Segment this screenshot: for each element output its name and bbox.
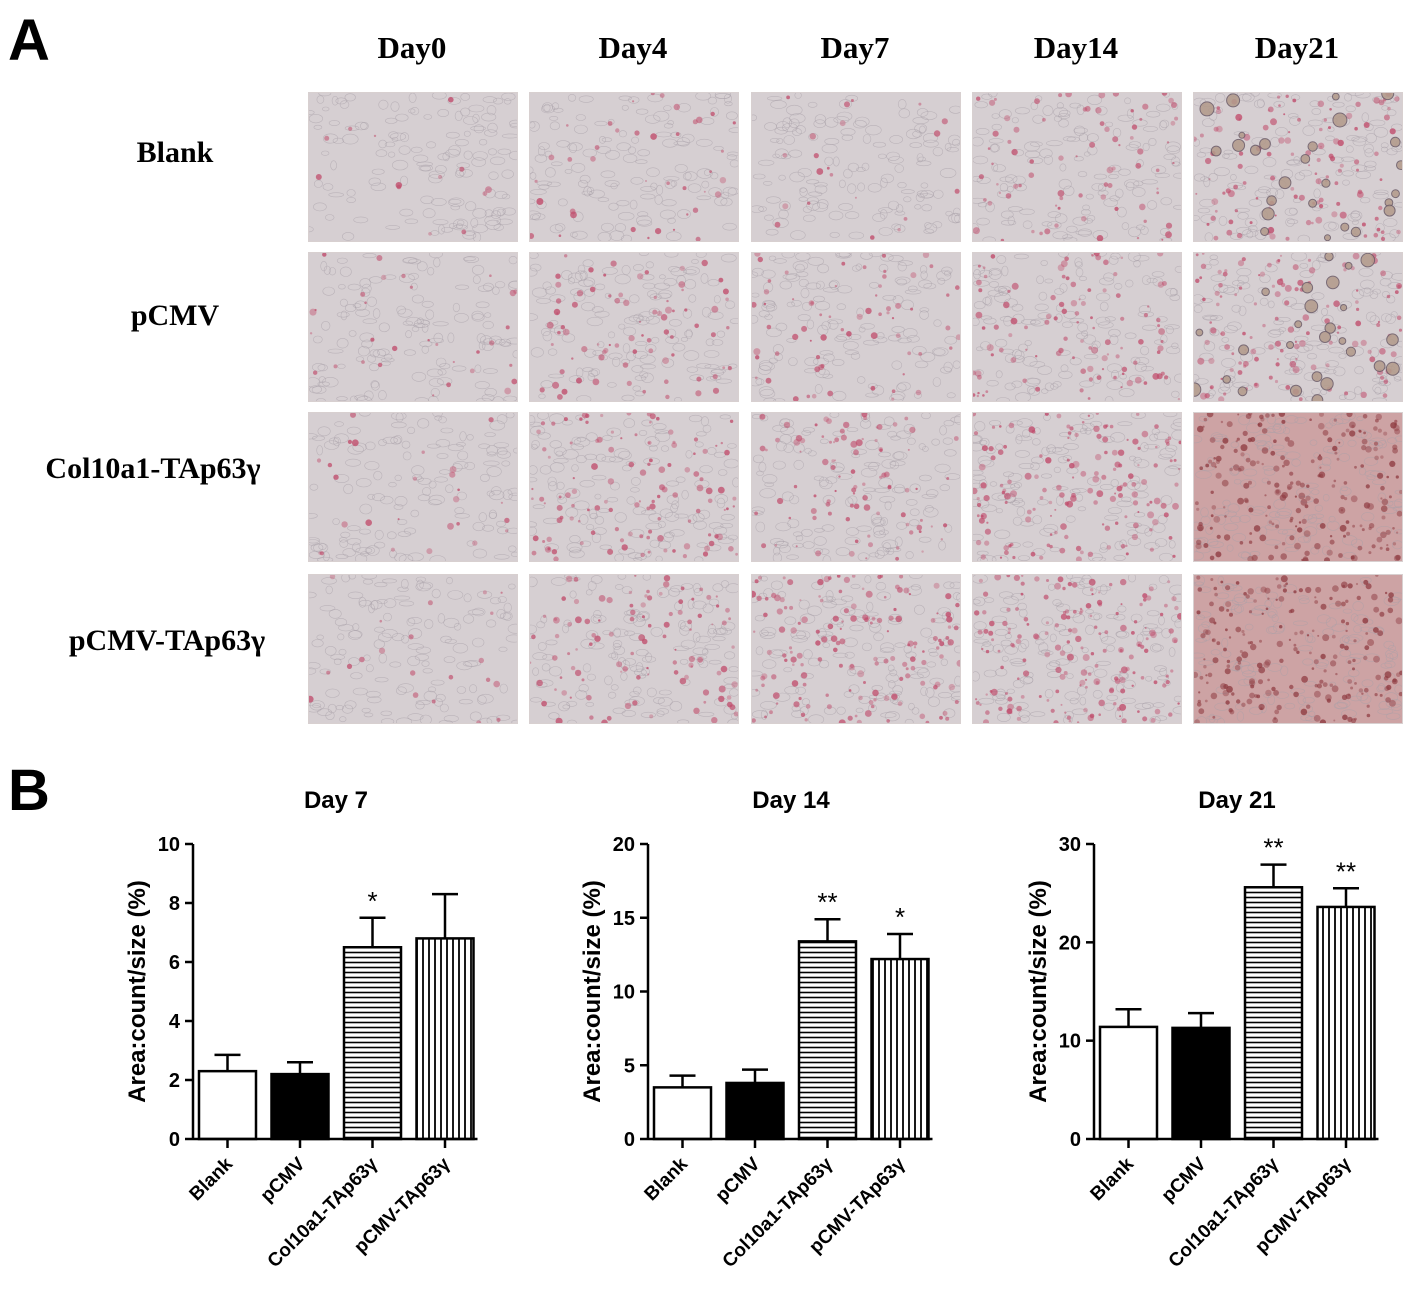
- panel-a-letter: A: [8, 8, 50, 73]
- chart-2-bar-pcmv-tap63-: [870, 957, 930, 1141]
- chart-2-ytick-label-3: 15: [613, 908, 635, 930]
- micrograph-blank-day0: [308, 92, 518, 242]
- chart-2-title: Day 14: [752, 787, 830, 814]
- chart-1-xtick-label-pcmv: pCMV: [257, 1153, 310, 1206]
- column-label-day21: Day21: [1254, 30, 1340, 65]
- chart-2-bar-col10a1-tap63-: [797, 940, 858, 1141]
- micrograph-pcmv-day7: [751, 252, 961, 402]
- chart-1-ytick-label-0: 0: [169, 1129, 180, 1151]
- chart-2-ytick-label-1: 5: [624, 1055, 635, 1077]
- column-label-day4: Day4: [598, 30, 668, 65]
- chart-3-bar-blank: [1098, 1025, 1159, 1141]
- chart-1-bar-pcmv: [270, 1072, 330, 1141]
- micrograph-col10a1-tap63--day21: [1193, 412, 1403, 562]
- chart-3-xtick-label-blank: Blank: [1087, 1153, 1139, 1205]
- column-label-day7: Day7: [820, 30, 890, 65]
- chart-1-bar-pcmv-tap63-: [415, 937, 475, 1141]
- micrograph-pcmv-tap63--day0: [308, 574, 518, 724]
- micrograph-pcmv-day0: [308, 252, 518, 402]
- micrograph-col10a1-tap63--day4: [529, 412, 739, 562]
- chart-3-ytick-label-0: 0: [1070, 1129, 1081, 1151]
- chart-3-significance-col10a1-tap63-: **: [1263, 833, 1283, 863]
- chart-3-ytick-label-3: 30: [1059, 834, 1081, 856]
- chart-1-ytick-label-2: 4: [169, 1011, 181, 1033]
- chart-3-bar-pcmv-tap63-: [1316, 905, 1376, 1141]
- chart-1-bar-col10a1-tap63-: [342, 946, 403, 1141]
- row-label-blank: Blank: [136, 136, 214, 169]
- chart-2-ytick-label-4: 20: [613, 834, 635, 856]
- chart-2-ytick-label-2: 10: [613, 982, 635, 1004]
- micrograph-blank-day14: [972, 92, 1182, 242]
- chart-3-ylabel: Area:count/size (%): [1025, 880, 1052, 1103]
- micrograph-blank-day7: [751, 92, 961, 242]
- micrograph-col10a1-tap63--day14: [972, 412, 1182, 562]
- micrograph-col10a1-tap63--day0: [308, 412, 518, 562]
- micrograph-blank-day21: [1193, 92, 1403, 242]
- chart-1-significance-col10a1-tap63-: *: [367, 886, 377, 916]
- column-label-day0: Day0: [377, 30, 447, 65]
- chart-1-xtick-label-blank: Blank: [186, 1153, 238, 1205]
- column-label-day14: Day14: [1033, 30, 1119, 65]
- chart-2-bar-blank: [652, 1086, 713, 1141]
- bar-charts: Day 7 Area:count/size (%) 0 2 4 6 8 10 Blank pCMV…: [124, 787, 1379, 1272]
- chart-1-title: Day 7: [304, 787, 368, 814]
- micrograph-pcmv-tap63--day4: [529, 574, 739, 724]
- micrograph-pcmv-tap63--day21: [1193, 574, 1403, 724]
- chart-3-xtick-label-pcmv: pCMV: [1158, 1153, 1211, 1206]
- chart-2-significance-col10a1-tap63-: **: [817, 887, 837, 917]
- chart-3-title: Day 21: [1198, 787, 1275, 814]
- panel-b-letter: B: [8, 758, 50, 823]
- chart-1-ylabel: Area:count/size (%): [124, 880, 151, 1103]
- micrograph-pcmv-day14: [972, 252, 1182, 402]
- chart-2-xtick-label-pcmv: pCMV: [712, 1153, 765, 1206]
- micrograph-col10a1-tap63--day7: [751, 412, 961, 562]
- row-label-pcmv: pCMV: [130, 299, 220, 332]
- chart-1-ytick-label-4: 8: [169, 893, 180, 915]
- row-label-col10a1-tap63g: Col10a1-TAp63γ: [45, 452, 261, 485]
- micrograph-blank-day4: [529, 92, 739, 242]
- chart-3-significance-pcmv-tap63-: **: [1336, 856, 1356, 886]
- chart-2-xtick-label-blank: Blank: [641, 1153, 693, 1205]
- chart-2-bar-pcmv: [725, 1081, 785, 1141]
- chart-3-ytick-label-2: 20: [1059, 932, 1081, 954]
- chart-2-ytick-label-0: 0: [624, 1129, 635, 1151]
- chart-2-significance-pcmv-tap63-: *: [895, 902, 905, 932]
- chart-3-bar-pcmv: [1171, 1026, 1231, 1141]
- chart-1-ytick-label-1: 2: [169, 1070, 180, 1092]
- chart-3-ytick-label-1: 10: [1059, 1031, 1081, 1053]
- chart-3-bar-col10a1-tap63-: [1243, 886, 1304, 1141]
- micrograph-pcmv-tap63--day14: [972, 574, 1182, 724]
- micrograph-pcmv-day21: [1193, 252, 1403, 402]
- row-label-pcmv-tap63g: pCMV-TAp63γ: [68, 624, 266, 657]
- micrograph-pcmv-tap63--day7: [751, 574, 961, 724]
- chart-1-bar-blank: [197, 1069, 258, 1141]
- micrograph-pcmv-day4: [529, 252, 739, 402]
- chart-2-ylabel: Area:count/size (%): [579, 880, 606, 1103]
- chart-1-ytick-label-5: 10: [158, 834, 180, 856]
- chart-1-ytick-label-3: 6: [169, 952, 180, 974]
